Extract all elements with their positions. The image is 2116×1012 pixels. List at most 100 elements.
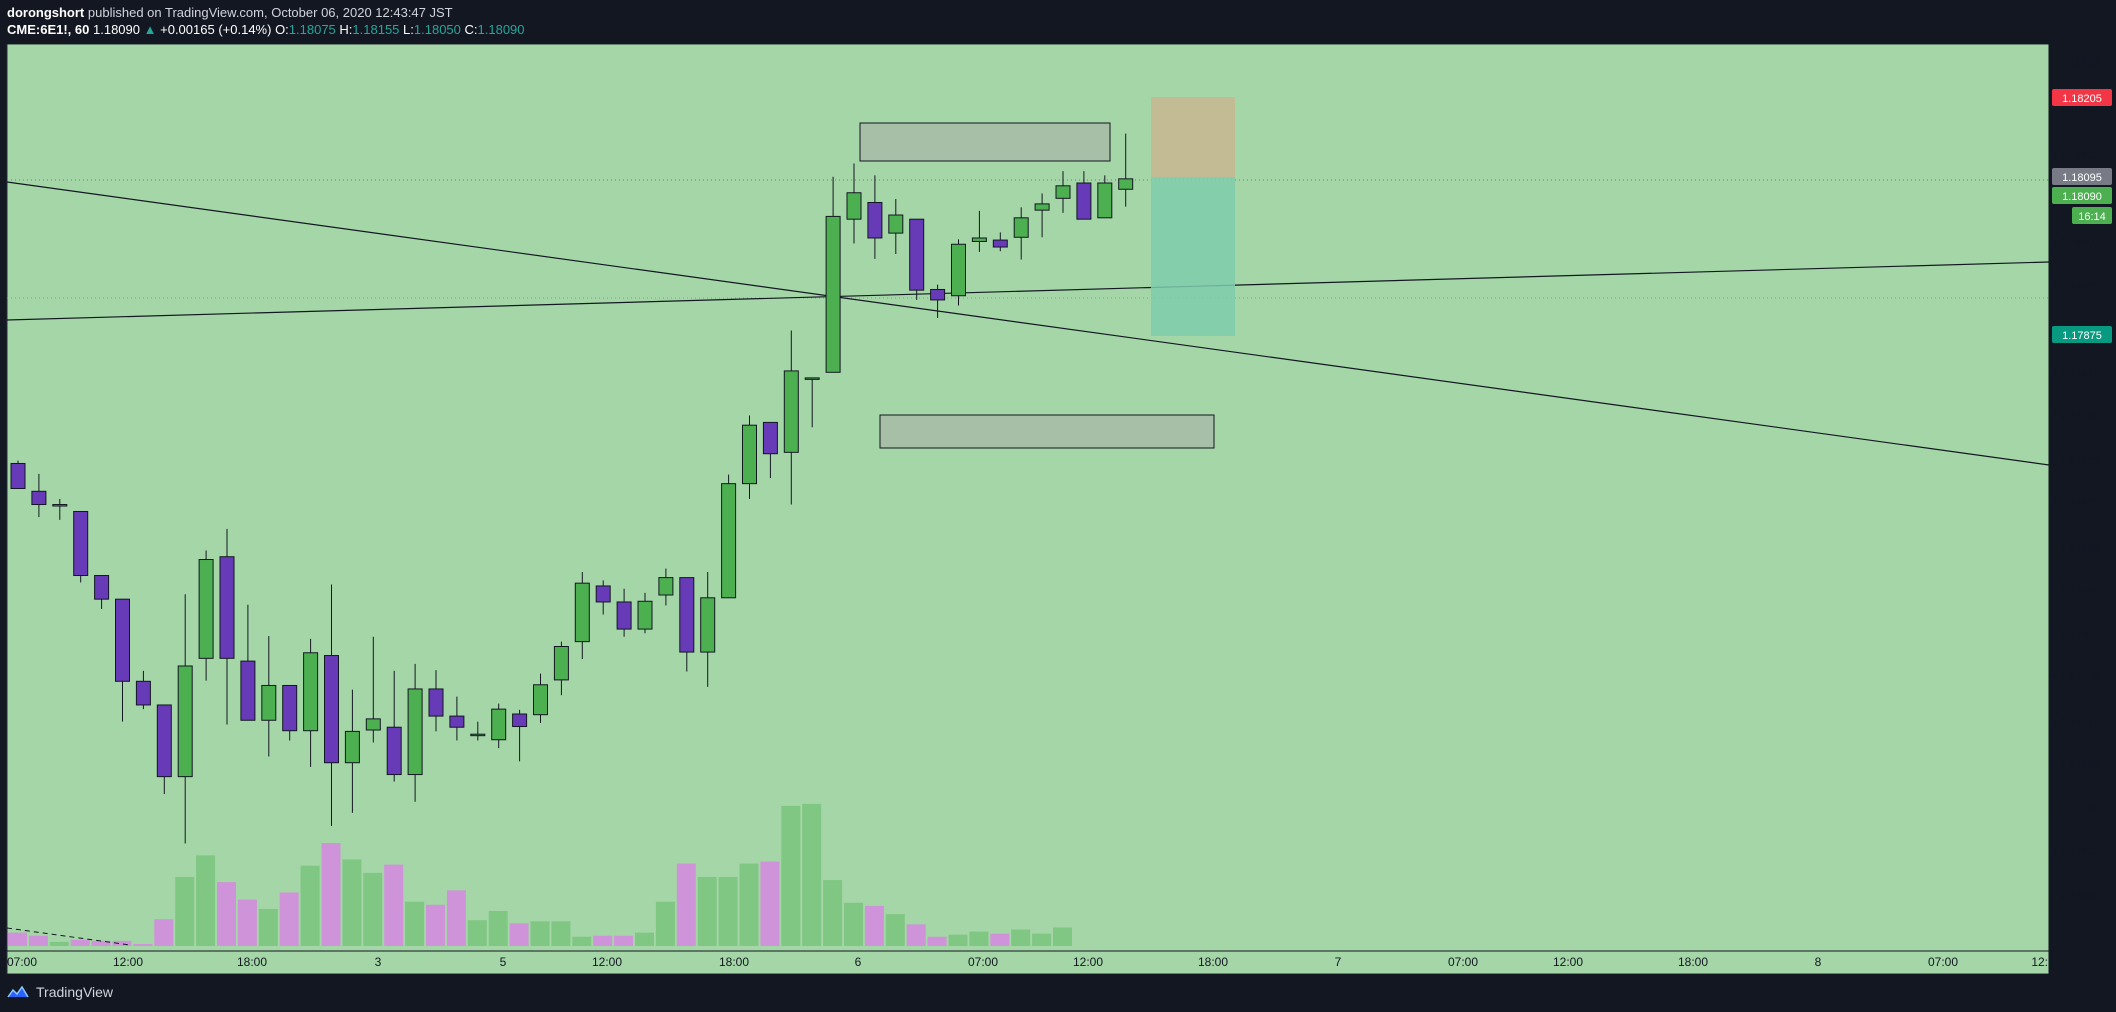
candle-body[interactable]	[115, 598, 130, 682]
stop-loss-zone[interactable]	[1151, 97, 1235, 177]
candle-body[interactable]	[616, 601, 632, 630]
candle-body[interactable]	[491, 708, 507, 741]
time-tick-label: 12:	[2031, 955, 2048, 969]
candle-body[interactable]	[971, 237, 987, 242]
candle-body[interactable]	[533, 684, 548, 716]
price-tick-label: 1.18000	[2060, 236, 2100, 248]
volume-bar	[196, 855, 216, 946]
candle-body[interactable]	[846, 192, 862, 220]
time-tick-label: 7	[1335, 955, 1342, 969]
symbol-name[interactable]: CME:6E1!, 60	[7, 22, 90, 37]
candle-body[interactable]	[1034, 203, 1050, 211]
candle-body[interactable]	[951, 243, 966, 297]
candle-body[interactable]	[930, 288, 946, 301]
trendline-descending[interactable]	[6, 181, 2050, 466]
price-tick-label: 1.17935	[2060, 282, 2100, 294]
time-tick-label: 07:00	[1928, 955, 1958, 969]
candle-body[interactable]	[177, 665, 193, 778]
time-axis[interactable]: 07:00 12:00 18:00 3 5 12:00 18:00 6 07:00 12:00 18…	[7, 955, 2048, 969]
volume-bar	[760, 861, 780, 946]
candle-body[interactable]	[1013, 217, 1029, 238]
volume-bar	[237, 899, 257, 946]
price-tick-label: 1.17125	[2060, 845, 2100, 857]
price-chart[interactable]: USD 1.182551.181901.181251.180001.179351…	[0, 43, 2116, 975]
candle-body[interactable]	[574, 582, 590, 643]
candle-body[interactable]	[867, 201, 883, 239]
candle-body[interactable]	[1118, 178, 1134, 190]
candle-body[interactable]	[219, 556, 235, 659]
chart-header: dorongshort published on TradingView.com…	[0, 0, 2116, 44]
price-tick-label: 1.17685	[2060, 456, 2100, 468]
price-axis[interactable]: 1.18255 1.18190 1.18125 1.18000 1.17935 1.178…	[2049, 59, 2100, 903]
dashed-trendline[interactable]	[6, 927, 131, 946]
demand-zone-box[interactable]	[879, 414, 1215, 449]
volume-bar	[551, 921, 571, 946]
candle-body[interactable]	[553, 645, 569, 681]
volume-bar	[781, 805, 801, 946]
take-profit-zone[interactable]	[1151, 177, 1235, 336]
candle-body[interactable]	[386, 726, 402, 776]
tradingview-brand[interactable]: TradingView	[6, 984, 113, 1000]
volume-bar	[635, 932, 654, 946]
volume-bar	[28, 935, 48, 946]
trendline-ascending[interactable]	[6, 261, 2050, 321]
chart-area[interactable]: USD 1.18255 1.18190 1.18125 1.18000 1.17935 1…	[0, 43, 2116, 975]
candle-body[interactable]	[261, 684, 277, 721]
chart-drawings[interactable]	[6, 97, 2050, 946]
candle-body[interactable]	[198, 559, 214, 659]
candle-body[interactable]	[365, 718, 381, 731]
candle-body[interactable]	[135, 680, 151, 706]
candle-body[interactable]	[888, 214, 904, 234]
candle-body[interactable]	[156, 704, 172, 778]
candle-body[interactable]	[52, 504, 68, 507]
candle-body[interactable]	[992, 239, 1008, 248]
high-label: H:	[339, 22, 353, 37]
candle-body[interactable]	[449, 715, 465, 728]
candle-body[interactable]	[324, 655, 339, 764]
volume-bar	[509, 923, 529, 946]
candle-body[interactable]	[721, 483, 737, 599]
candle-body[interactable]	[742, 424, 757, 485]
candle-body[interactable]	[658, 577, 674, 596]
candle-body[interactable]	[595, 585, 611, 603]
candle-body[interactable]	[470, 733, 486, 737]
candle-body[interactable]	[344, 730, 360, 764]
low-label: L:	[403, 22, 414, 37]
volume-bar	[948, 934, 968, 946]
candle-body[interactable]	[10, 462, 26, 490]
candle-body[interactable]	[73, 510, 89, 577]
candle-body[interactable]	[282, 684, 298, 732]
volume-bar	[175, 876, 195, 946]
candle-body[interactable]	[407, 688, 423, 776]
candle-body[interactable]	[783, 370, 799, 453]
publish-info: dorongshort published on TradingView.com…	[7, 5, 453, 20]
candle-body[interactable]	[94, 575, 110, 600]
supply-zone-box[interactable]	[859, 122, 1111, 162]
open-label: O:	[275, 22, 289, 37]
volume-bar	[154, 919, 174, 946]
price-badge	[2052, 326, 2112, 343]
candle-body[interactable]	[1055, 185, 1071, 199]
price-badge-label: 16:14	[2078, 211, 2106, 223]
price-tick-label: 1.17250	[2060, 758, 2100, 770]
candle-body[interactable]	[31, 490, 47, 506]
candle-body[interactable]	[512, 713, 528, 728]
candle-body[interactable]	[909, 218, 925, 291]
volume-bar	[864, 905, 884, 946]
time-tick-label: 18:00	[237, 955, 267, 969]
candle-body[interactable]	[303, 652, 319, 732]
candle-body[interactable]	[700, 597, 716, 653]
candle-body[interactable]	[1076, 182, 1092, 220]
candle-body[interactable]	[825, 215, 841, 373]
candle-body[interactable]	[637, 600, 653, 630]
time-tick-label: 5	[500, 955, 507, 969]
author-name[interactable]: dorongshort	[7, 5, 85, 20]
time-tick-label: 12:00	[592, 955, 622, 969]
candle-body[interactable]	[1097, 182, 1113, 219]
candle-body[interactable]	[804, 377, 820, 380]
candle-body[interactable]	[240, 660, 256, 721]
candle-body[interactable]	[762, 421, 778, 455]
candle-body[interactable]	[679, 577, 695, 653]
candle-body[interactable]	[428, 688, 444, 717]
price-badge	[2052, 89, 2112, 106]
